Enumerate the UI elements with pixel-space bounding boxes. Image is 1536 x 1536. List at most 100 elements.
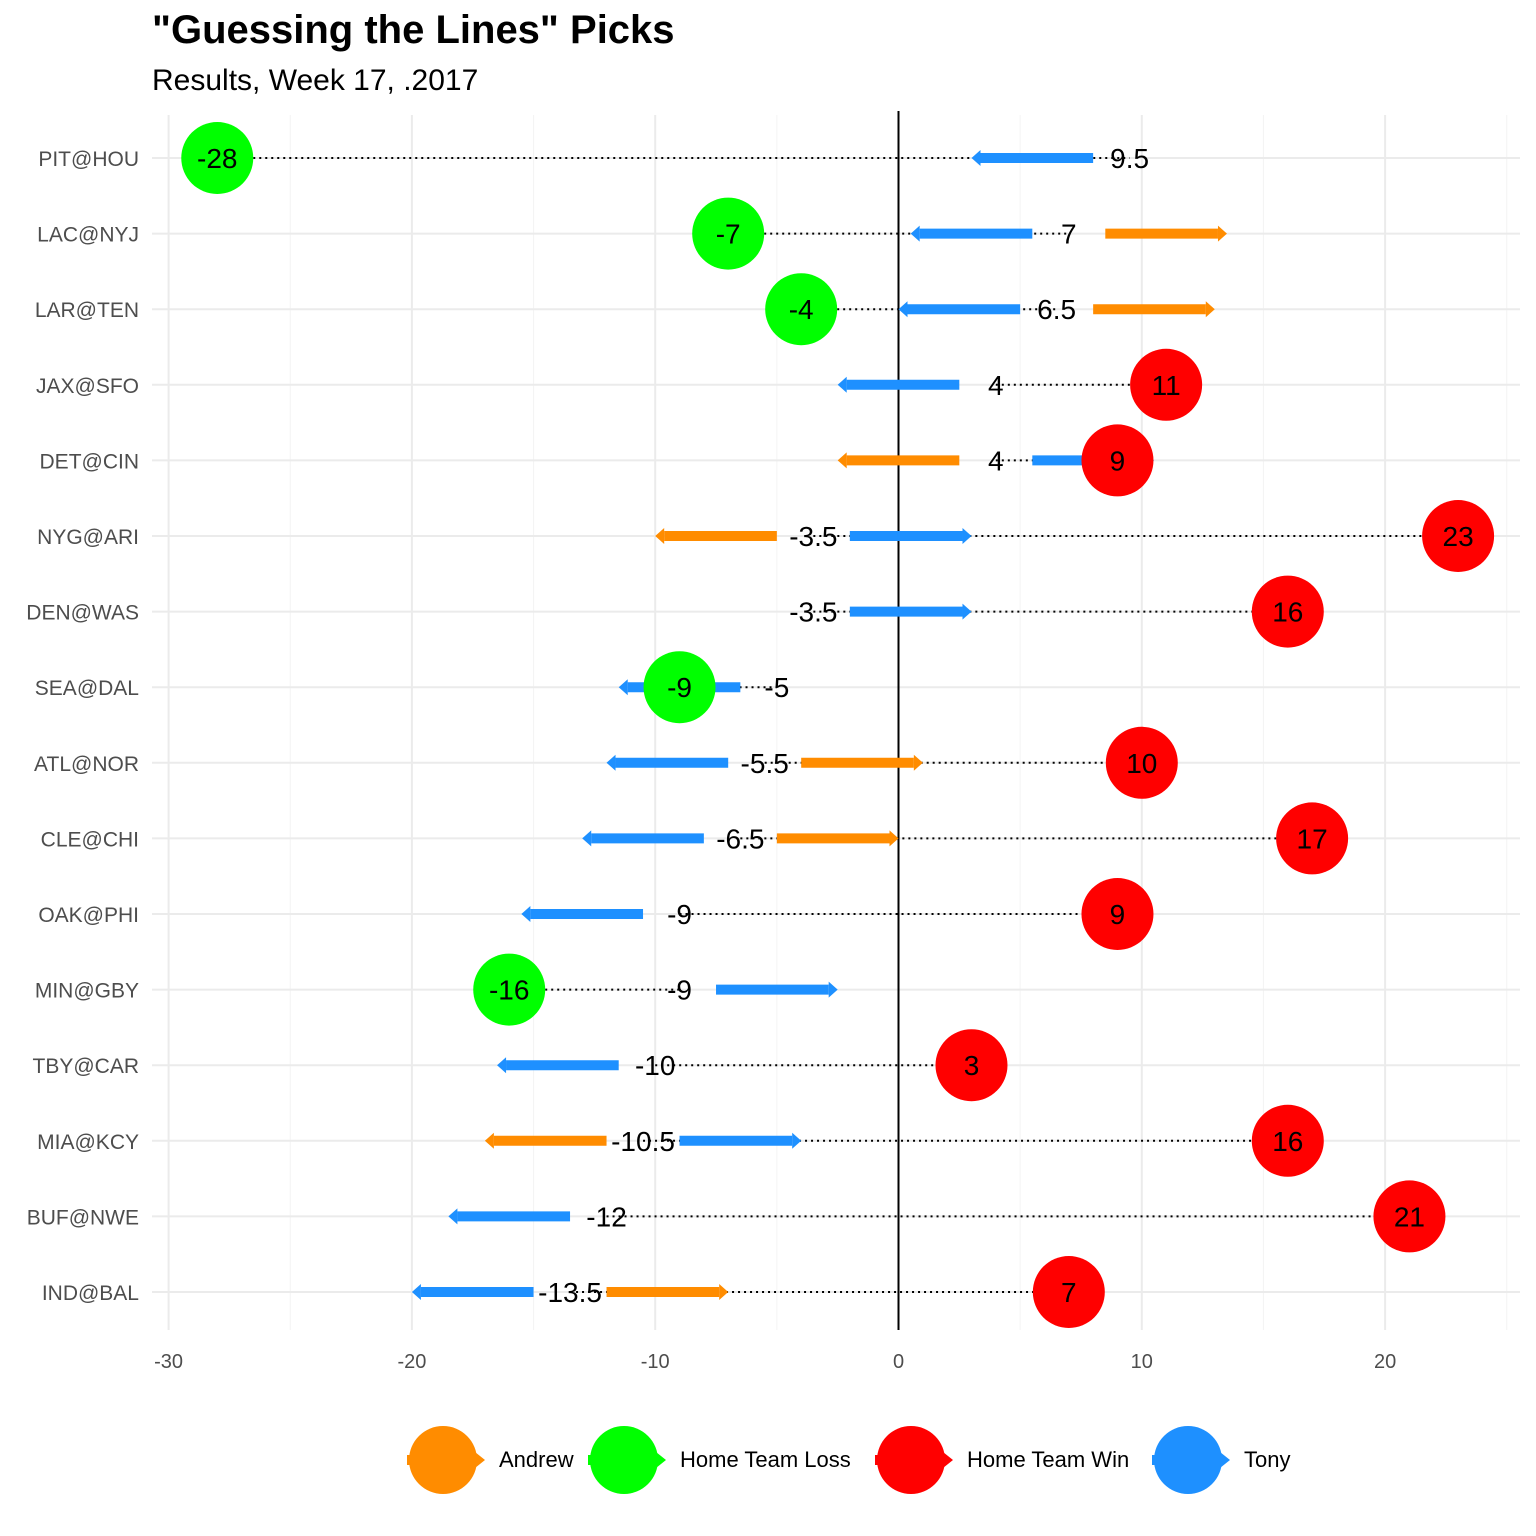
legend-glyph-tony xyxy=(1152,1426,1230,1494)
result-label-sea-dal: -9 xyxy=(667,672,692,703)
arrow-tony-lar-ten-head xyxy=(898,301,908,318)
arrow-tony-jax-sfo-head xyxy=(837,376,847,393)
y-tick-label-sea-dal: SEA@DAL xyxy=(35,677,139,700)
y-tick-label-den-was: DEN@WAS xyxy=(26,602,139,625)
result-circle-jax-sfo xyxy=(1130,348,1203,421)
result-label-oak-phi: 9 xyxy=(1110,899,1126,930)
x-tick-label: -10 xyxy=(641,1351,670,1373)
arrow-tony-nyg-ari-head xyxy=(962,528,972,544)
y-tick-label-min-gby: MIN@GBY xyxy=(35,980,139,1003)
arrow-andrew-cle-chi-head xyxy=(889,830,899,847)
legend-glyph-home-team-loss xyxy=(588,1426,666,1494)
result-label-lar-ten: -4 xyxy=(789,294,814,325)
result-circle-mia-kcy xyxy=(1251,1104,1324,1177)
legend-swatch-home-team-loss xyxy=(586,1424,668,1496)
legend-item-andrew: Andrew xyxy=(405,1424,574,1496)
result-label-buf-nwe: 21 xyxy=(1394,1201,1425,1232)
legend-glyph-home-team-win xyxy=(875,1426,953,1494)
arrow-andrew-mia-kcy-head xyxy=(484,1132,494,1149)
line-label-det-cin: 4 xyxy=(988,445,1004,476)
arrow-andrew-det-cin-head xyxy=(837,452,847,469)
line-label-buf-nwe: -12 xyxy=(586,1201,626,1232)
chart-title: "Guessing the Lines" Picks xyxy=(152,8,675,52)
x-tick-label: 10 xyxy=(1131,1351,1153,1373)
result-label-nyg-ari: 23 xyxy=(1443,521,1474,552)
result-circle-min-gby xyxy=(473,953,546,1026)
y-tick-label-det-cin: DET@CIN xyxy=(40,450,139,473)
result-circle-cle-chi xyxy=(1276,802,1349,875)
arrow-tony-cle-chi-head xyxy=(582,830,592,847)
line-label-nyg-ari: -3.5 xyxy=(789,521,837,552)
result-label-den-was: 16 xyxy=(1272,597,1303,628)
y-tick-label-cle-chi: CLE@CHI xyxy=(41,828,139,851)
line-label-oak-phi: -9 xyxy=(667,899,692,930)
arrow-tony-sea-dal-head xyxy=(618,679,628,696)
line-label-lac-nyj: 7 xyxy=(1061,219,1077,250)
legend-swatch-home-team-win xyxy=(873,1424,955,1496)
arrow-andrew-nyg-ari-head xyxy=(655,528,665,544)
result-label-pit-hou: -28 xyxy=(197,143,237,174)
line-label-mia-kcy: -10.5 xyxy=(611,1126,675,1157)
legend-item-tony: Tony xyxy=(1150,1424,1290,1496)
line-label-jax-sfo: 4 xyxy=(988,370,1004,401)
result-label-jax-sfo: 11 xyxy=(1152,370,1181,401)
result-label-min-gby: -16 xyxy=(489,975,529,1006)
legend-glyph-andrew xyxy=(407,1426,485,1494)
arrow-tony-ind-bal-head xyxy=(411,1284,421,1300)
line-label-ind-bal: -13.5 xyxy=(538,1277,602,1308)
result-circle-lac-nyj xyxy=(692,197,765,270)
y-tick-label-pit-hou: PIT@HOU xyxy=(38,148,139,171)
x-tick-label: 0 xyxy=(893,1351,904,1373)
legend: Andrew Home Team Loss Home Team Win Tony xyxy=(0,1424,1536,1496)
legend-swatch-andrew xyxy=(405,1424,487,1496)
result-circle-atl-nor xyxy=(1105,726,1178,799)
result-label-tby-car: 3 xyxy=(964,1050,980,1081)
y-tick-label-ind-bal: IND@BAL xyxy=(42,1282,139,1305)
line-label-tby-car: -10 xyxy=(635,1050,675,1081)
result-circle-det-cin xyxy=(1081,424,1154,497)
line-label-atl-nor: -5.5 xyxy=(741,748,789,779)
result-label-cle-chi: 17 xyxy=(1297,823,1328,854)
result-label-lac-nyj: -7 xyxy=(716,219,741,250)
y-tick-label-atl-nor: ATL@NOR xyxy=(34,753,139,776)
legend-swatch-tony xyxy=(1150,1424,1232,1496)
result-label-mia-kcy: 16 xyxy=(1272,1126,1303,1157)
line-label-min-gby: -9 xyxy=(667,975,692,1006)
result-label-det-cin: 9 xyxy=(1110,445,1126,476)
legend-label-tony: Tony xyxy=(1244,1447,1291,1472)
arrow-tony-atl-nor-head xyxy=(606,754,616,771)
result-circle-den-was xyxy=(1251,575,1324,648)
line-label-pit-hou: 9.5 xyxy=(1110,143,1149,174)
result-label-ind-bal: 7 xyxy=(1061,1277,1077,1308)
line-label-cle-chi: -6.5 xyxy=(716,823,764,854)
result-circle-ind-bal xyxy=(1032,1256,1105,1328)
arrow-tony-min-gby-head xyxy=(828,981,838,998)
legend-label-home-team-win: Home Team Win xyxy=(967,1447,1130,1472)
line-label-lar-ten: 6.5 xyxy=(1037,294,1076,325)
legend-label-home-team-loss: Home Team Loss xyxy=(680,1447,851,1472)
arrow-andrew-ind-bal-head xyxy=(719,1284,729,1300)
arrow-andrew-atl-nor-head xyxy=(913,754,923,771)
legend-label-andrew: Andrew xyxy=(499,1447,574,1472)
arrow-tony-buf-nwe-head xyxy=(448,1208,458,1225)
arrow-andrew-lac-nyj-head xyxy=(1217,225,1227,242)
legend-item-home-team-loss: Home Team Loss xyxy=(586,1424,851,1496)
result-circle-tby-car xyxy=(935,1029,1008,1102)
y-tick-label-jax-sfo: JAX@SFO xyxy=(36,375,139,398)
x-tick-label: -30 xyxy=(154,1351,183,1373)
y-tick-label-buf-nwe: BUF@NWE xyxy=(27,1206,139,1229)
y-tick-label-oak-phi: OAK@PHI xyxy=(38,904,139,927)
line-label-den-was: -3.5 xyxy=(789,597,837,628)
arrow-andrew-lar-ten-head xyxy=(1205,301,1215,318)
y-tick-label-nyg-ari: NYG@ARI xyxy=(37,526,139,549)
arrow-tony-tby-car-head xyxy=(497,1057,507,1074)
y-tick-label-lar-ten: LAR@TEN xyxy=(35,299,139,322)
result-circle-oak-phi xyxy=(1081,878,1154,950)
legend-item-home-team-win: Home Team Win xyxy=(873,1424,1129,1496)
line-label-sea-dal: -5 xyxy=(764,672,789,703)
arrow-tony-mia-kcy-head xyxy=(792,1132,802,1149)
arrow-tony-oak-phi-head xyxy=(521,906,531,922)
result-circle-sea-dal xyxy=(643,651,716,724)
x-tick-label: 20 xyxy=(1374,1351,1396,1373)
result-circle-pit-hou xyxy=(181,122,254,194)
